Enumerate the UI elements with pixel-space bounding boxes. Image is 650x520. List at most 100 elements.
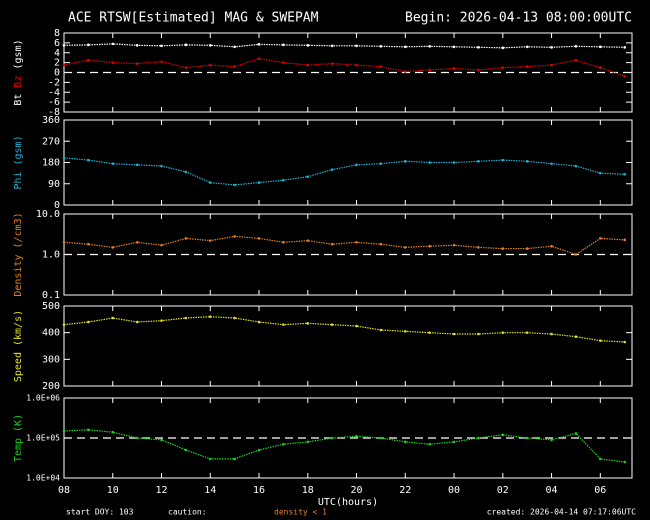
data-point [452, 243, 456, 247]
data-point [135, 163, 139, 167]
begin-time: Begin: 2026-04-13 08:00:00UTC [405, 11, 632, 26]
data-point [111, 430, 115, 434]
legend-entry: Bz [13, 76, 24, 88]
data-point [501, 46, 505, 50]
y-tick-label: 500 [42, 301, 60, 312]
data-point [525, 331, 529, 334]
y-tick-label: 10.0 [36, 209, 60, 220]
data-point [160, 438, 163, 442]
data-point [550, 438, 553, 442]
y-tick-label: 8 [54, 28, 60, 39]
series-line [63, 235, 625, 256]
data-point [282, 43, 285, 47]
y-tick-label: 6 [54, 38, 60, 49]
x-tick-label: 00 [448, 485, 460, 496]
data-point [428, 442, 431, 446]
data-point [574, 45, 578, 48]
data-point [87, 43, 90, 47]
data-point [208, 181, 212, 184]
data-point [330, 436, 334, 440]
data-point [62, 63, 66, 67]
y-axis-label: Speed (km/s) [13, 310, 24, 382]
data-point [184, 316, 188, 320]
data-point [282, 61, 285, 64]
data-point [135, 320, 139, 324]
data-point [477, 46, 480, 49]
data-point [525, 436, 529, 440]
data-point [184, 66, 188, 69]
data-point [87, 320, 90, 324]
data-point [282, 323, 285, 326]
data-point [379, 242, 383, 246]
title: ACE RTSW[Estimated] MAG & SWEPAM [68, 11, 319, 26]
x-tick-label: 12 [155, 485, 167, 496]
data-point [282, 241, 285, 244]
y-axis-label: Bt Bz (gsm) [13, 39, 24, 105]
data-point [574, 432, 578, 435]
data-point [233, 316, 236, 320]
data-point [403, 330, 407, 333]
data-point [428, 244, 431, 248]
data-point [257, 448, 261, 452]
x-tick-label: 10 [107, 485, 119, 496]
data-point [184, 170, 188, 174]
data-point [257, 181, 261, 184]
data-point [574, 58, 578, 62]
data-point [257, 57, 261, 60]
data-point [477, 246, 480, 249]
data-point [62, 429, 66, 433]
data-point [62, 241, 66, 244]
data-point [623, 460, 626, 464]
data-point [306, 175, 310, 178]
data-point [233, 235, 236, 238]
data-point [111, 162, 115, 165]
created: created: 2026-04-14 07:17:06UTC [487, 508, 636, 517]
data-point [574, 164, 578, 168]
data-point [477, 436, 480, 440]
data-point [160, 319, 163, 322]
data-point [550, 244, 553, 248]
data-point [525, 65, 529, 68]
x-tick-label: 22 [399, 485, 411, 496]
data-point [330, 323, 334, 326]
panel-frame [63, 305, 633, 387]
series-line [63, 157, 625, 186]
data-point [599, 45, 602, 49]
data-point [208, 44, 212, 47]
data-point [550, 63, 553, 67]
y-tick-label: 4 [54, 48, 60, 59]
y-tick-label: 180 [42, 158, 60, 169]
data-point [330, 168, 334, 171]
data-point [403, 160, 407, 163]
data-point [428, 161, 431, 164]
data-point [330, 44, 334, 48]
x-tick-label: 16 [253, 485, 265, 496]
x-tick-label: 02 [497, 485, 509, 496]
data-point [623, 173, 626, 176]
x-tick-label: 20 [351, 485, 363, 496]
caution-note: density < 1 [274, 508, 327, 517]
data-point [208, 457, 212, 461]
y-axis-label: Density (/cm3) [13, 212, 24, 296]
data-point [282, 178, 285, 182]
y-tick-label: -8 [48, 107, 60, 118]
data-point [623, 238, 626, 242]
data-point [574, 253, 578, 256]
data-point [379, 162, 383, 165]
data-point [257, 320, 261, 324]
series-line [63, 43, 625, 49]
data-point [233, 65, 236, 68]
legend-entry: Bt [13, 94, 24, 106]
data-point [550, 332, 553, 336]
y-tick-label: -4 [48, 87, 60, 98]
data-point [525, 45, 529, 49]
data-point [111, 246, 115, 249]
data-point [306, 63, 310, 67]
data-point [87, 58, 90, 62]
y-tick-label: 300 [42, 354, 60, 365]
series-line [63, 429, 625, 463]
data-point [550, 162, 553, 165]
data-point [184, 237, 188, 240]
y-tick-label: 200 [42, 381, 60, 392]
data-point [452, 161, 456, 164]
